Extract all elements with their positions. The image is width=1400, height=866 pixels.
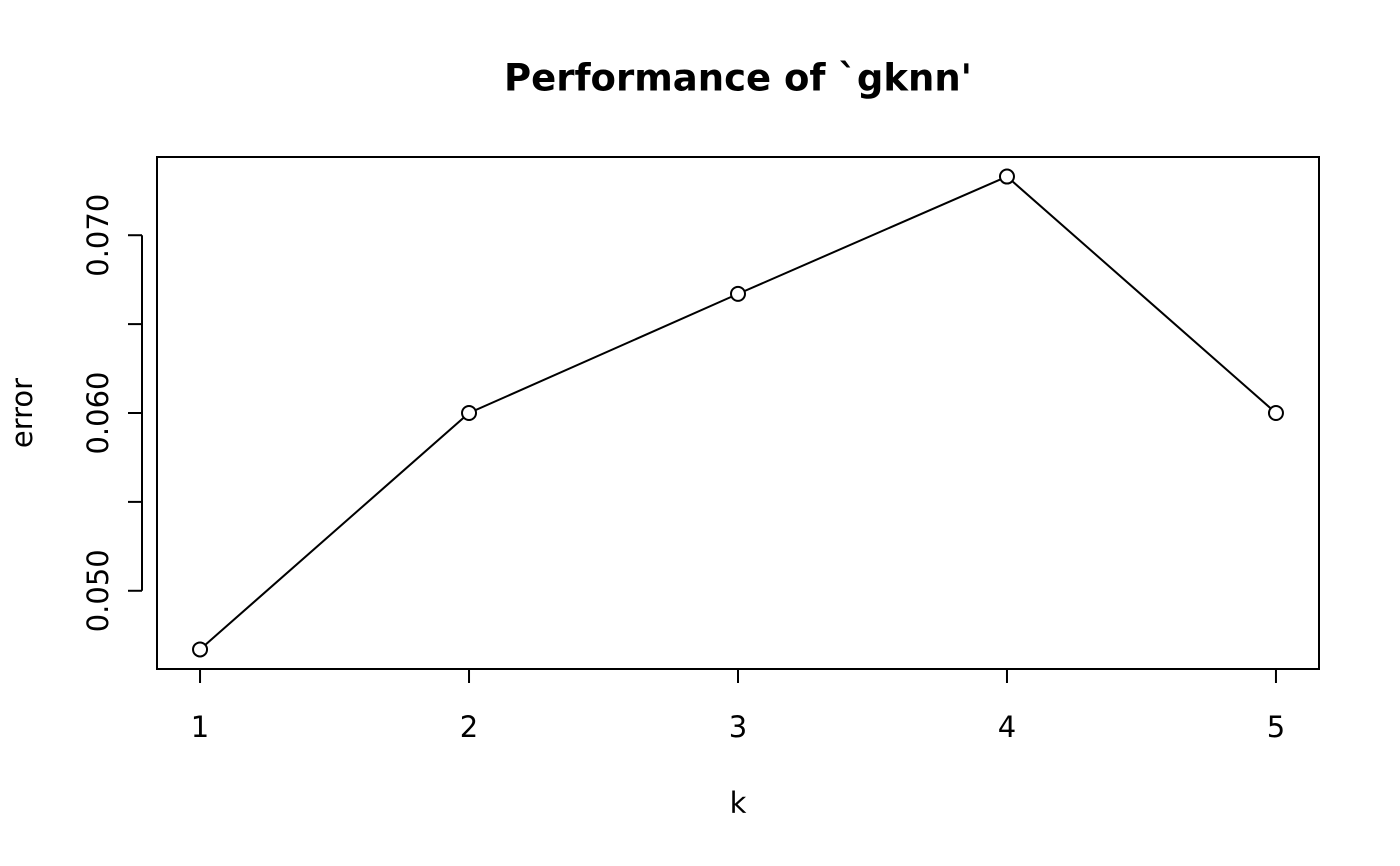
x-tick-label: 5: [1267, 710, 1285, 744]
x-tick-label: 1: [191, 710, 209, 744]
x-axis-label: k: [730, 786, 747, 820]
data-point: [998, 168, 1015, 185]
data-point: [730, 285, 746, 302]
y-tick-label: 0.070: [81, 194, 115, 277]
y-tick-label: 0.060: [81, 371, 115, 454]
y-tick-label: 0.050: [81, 549, 115, 632]
x-tick-label: 2: [460, 710, 478, 744]
x-tick-label: 4: [998, 710, 1016, 744]
chart-title: Performance of `gknn': [504, 57, 972, 100]
data-point: [461, 405, 478, 421]
data-line: [199, 175, 1277, 651]
plot-frame: [156, 156, 1320, 670]
x-tick-label: 3: [729, 710, 747, 744]
y-axis-label: error: [5, 378, 39, 448]
data-point: [1267, 405, 1284, 421]
data-point: [192, 641, 209, 658]
